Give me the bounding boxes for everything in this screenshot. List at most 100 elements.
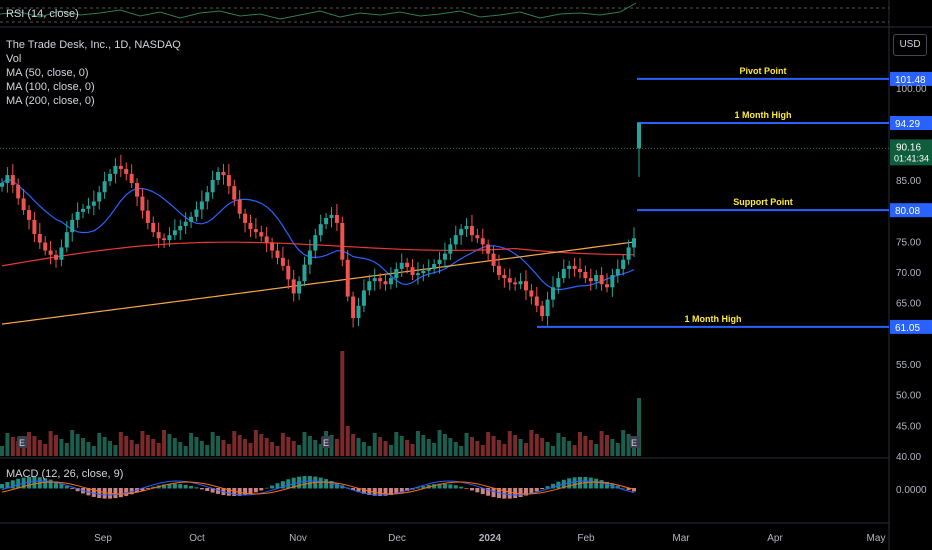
candle-body[interactable] xyxy=(523,281,528,291)
candle-body[interactable] xyxy=(405,262,410,268)
earnings-marker[interactable] xyxy=(629,436,640,448)
vol-indicator-label[interactable]: Vol xyxy=(6,53,22,65)
candle-body[interactable] xyxy=(48,250,53,255)
candle-body[interactable] xyxy=(372,278,377,282)
candle-body[interactable] xyxy=(448,244,453,254)
candle-body[interactable] xyxy=(378,278,383,282)
candle-body[interactable] xyxy=(480,238,485,245)
candle-body[interactable] xyxy=(518,281,523,285)
candle-body[interactable] xyxy=(5,175,10,184)
candle-body[interactable] xyxy=(264,236,269,243)
candle-body[interactable] xyxy=(108,173,113,182)
candle-body[interactable] xyxy=(259,232,264,237)
candle-body[interactable] xyxy=(502,275,507,279)
candle-body[interactable] xyxy=(556,278,561,288)
candle-body[interactable] xyxy=(594,275,599,282)
candle-body[interactable] xyxy=(0,183,4,187)
candle-body[interactable] xyxy=(383,281,388,285)
macd-indicator-label[interactable]: MACD (12, 26, close, 9) xyxy=(6,468,124,480)
candle-body[interactable] xyxy=(529,290,534,297)
candle-body[interactable] xyxy=(637,122,641,149)
candle-body[interactable] xyxy=(286,265,291,280)
candle-body[interactable] xyxy=(162,238,167,241)
candle-body[interactable] xyxy=(632,238,636,248)
candle-body[interactable] xyxy=(226,175,231,187)
candle-body[interactable] xyxy=(243,213,248,223)
candle-body[interactable] xyxy=(426,268,431,271)
candle-body[interactable] xyxy=(610,275,615,288)
rsi-indicator-label[interactable]: RSI (14, close) xyxy=(6,8,79,20)
candle-body[interactable] xyxy=(145,210,150,223)
candle-body[interactable] xyxy=(232,186,237,200)
candle-body[interactable] xyxy=(496,265,501,276)
earnings-marker[interactable] xyxy=(321,436,332,448)
candle-body[interactable] xyxy=(475,235,480,239)
candle-body[interactable] xyxy=(550,287,555,300)
candle-body[interactable] xyxy=(469,226,474,236)
candle-body[interactable] xyxy=(486,244,491,254)
candle-body[interactable] xyxy=(324,218,329,225)
candle-body[interactable] xyxy=(75,211,80,220)
candle-body[interactable] xyxy=(453,235,458,245)
candle-body[interactable] xyxy=(167,235,172,241)
candle-body[interactable] xyxy=(118,165,123,169)
candle-body[interactable] xyxy=(507,278,512,283)
candle-body[interactable] xyxy=(86,205,91,209)
ma50-indicator-label[interactable]: MA (50, close, 0) xyxy=(6,67,89,79)
candle-body[interactable] xyxy=(421,270,426,274)
candle-body[interactable] xyxy=(599,275,604,285)
candle-body[interactable] xyxy=(388,278,393,285)
candle-body[interactable] xyxy=(534,296,539,306)
candle-body[interactable] xyxy=(394,268,399,279)
candle-body[interactable] xyxy=(361,290,366,306)
candle-body[interactable] xyxy=(151,222,156,233)
candle-body[interactable] xyxy=(280,257,285,266)
candle-body[interactable] xyxy=(216,172,221,180)
candle-body[interactable] xyxy=(313,235,318,251)
candle-body[interactable] xyxy=(27,210,32,220)
candle-body[interactable] xyxy=(59,247,64,260)
candle-body[interactable] xyxy=(270,242,275,251)
candle-body[interactable] xyxy=(437,259,442,265)
candle-body[interactable] xyxy=(615,268,620,276)
candle-body[interactable] xyxy=(70,219,75,233)
candle-body[interactable] xyxy=(43,242,48,251)
currency-button[interactable]: USD xyxy=(893,34,927,56)
candle-body[interactable] xyxy=(81,208,86,212)
ma200-indicator-label[interactable]: MA (200, close, 0) xyxy=(6,95,95,107)
candle-body[interactable] xyxy=(199,201,204,210)
candle-body[interactable] xyxy=(540,305,545,317)
candle-body[interactable] xyxy=(237,199,242,214)
candle-body[interactable] xyxy=(54,254,59,260)
candle-body[interactable] xyxy=(588,278,593,282)
candle-body[interactable] xyxy=(345,259,350,297)
candle-body[interactable] xyxy=(91,201,96,206)
candle-body[interactable] xyxy=(297,281,302,294)
candle-body[interactable] xyxy=(367,281,372,291)
candle-body[interactable] xyxy=(410,267,415,276)
candle-body[interactable] xyxy=(432,264,437,269)
candle-body[interactable] xyxy=(189,216,194,222)
candle-body[interactable] xyxy=(97,192,102,202)
candle-body[interactable] xyxy=(178,226,183,231)
candle-body[interactable] xyxy=(459,229,464,236)
candle-body[interactable] xyxy=(248,222,253,230)
candle-body[interactable] xyxy=(113,165,118,174)
candle-body[interactable] xyxy=(318,224,323,236)
ma100-indicator-label[interactable]: MA (100, close, 0) xyxy=(6,81,95,93)
earnings-marker[interactable] xyxy=(17,436,28,448)
candle-body[interactable] xyxy=(583,272,588,279)
candle-body[interactable] xyxy=(442,253,447,260)
candle-body[interactable] xyxy=(513,282,518,285)
candle-body[interactable] xyxy=(172,230,177,236)
candle-body[interactable] xyxy=(621,259,626,269)
candle-body[interactable] xyxy=(156,232,161,239)
candle-body[interactable] xyxy=(135,183,140,197)
candle-body[interactable] xyxy=(604,284,609,288)
candle-body[interactable] xyxy=(572,265,577,269)
candle-body[interactable] xyxy=(194,209,199,217)
candle-body[interactable] xyxy=(37,233,42,243)
candle-body[interactable] xyxy=(102,181,107,193)
candle-body[interactable] xyxy=(64,232,69,248)
candle-body[interactable] xyxy=(16,184,21,199)
